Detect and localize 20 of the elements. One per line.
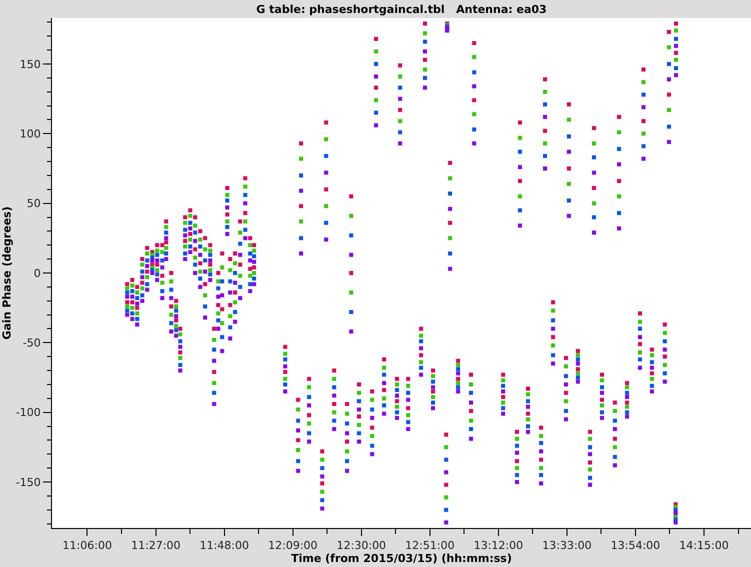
x-tick-label: 12:09:00: [268, 539, 318, 552]
y-axis-title: Gain Phase (degrees): [0, 206, 14, 340]
x-tick-label: 13:33:00: [542, 539, 592, 552]
x-tick-label: 12:30:00: [336, 539, 386, 552]
y-tick-label: 150: [20, 58, 41, 71]
y-tick-label: -150: [16, 476, 41, 489]
x-axis-title: Time (from 2015/03/15) (hh:mm:ss): [291, 552, 512, 566]
x-tick-label: 11:48:00: [200, 539, 250, 552]
x-tick-label: 11:27:00: [131, 539, 180, 552]
y-tick-label: 50: [26, 197, 41, 210]
x-tick-label: 12:51:00: [405, 539, 455, 552]
chart-title: G table: phaseshortgaincal.tbl Antenna: ea03: [256, 2, 547, 16]
y-tick-label: 0: [34, 266, 41, 280]
y-tick-label: -50: [22, 336, 41, 350]
x-tick-label: 11:06:00: [62, 539, 112, 552]
x-tick-label: 13:12:00: [474, 539, 524, 552]
y-tick-label: 100: [20, 128, 41, 141]
y-tick-label: -100: [16, 406, 41, 420]
x-tick-label: 13:54:00: [610, 539, 660, 552]
x-tick-label: 14:15:00: [679, 539, 729, 552]
